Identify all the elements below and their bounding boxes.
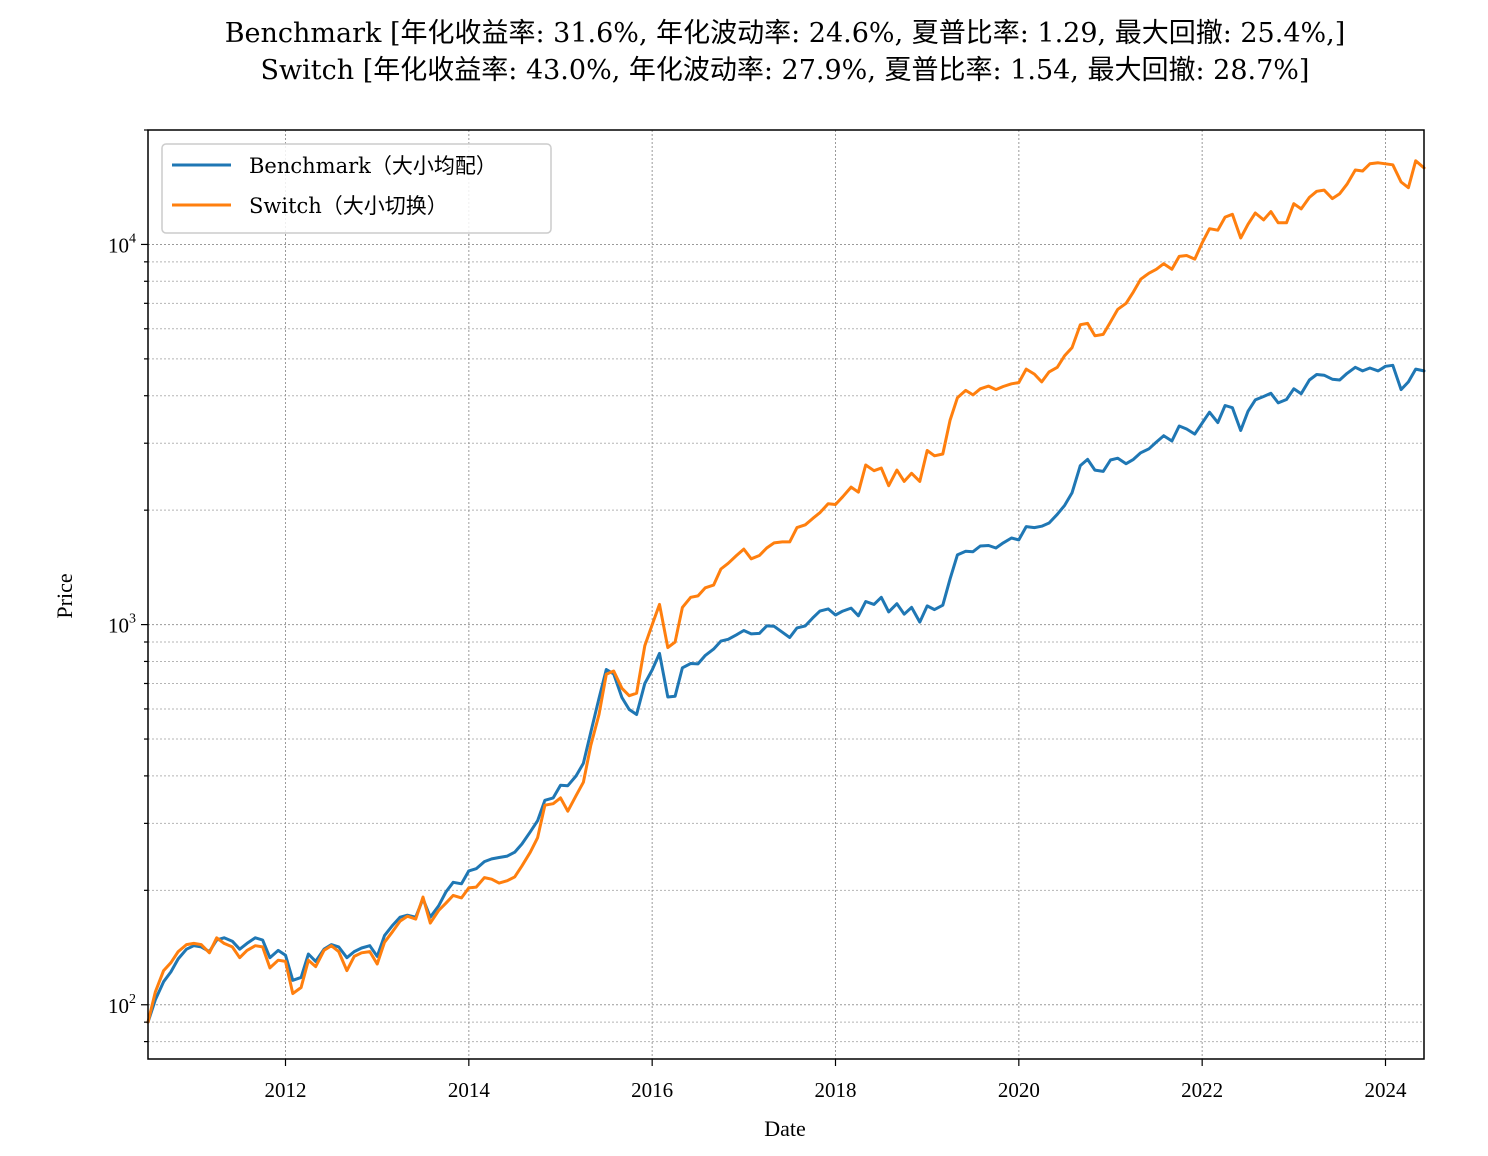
legend: Benchmark（大小均配） Switch（大小切换） xyxy=(161,143,552,234)
legend-label-switch: Switch（大小切换） xyxy=(249,194,448,218)
axis-ticks: 102 103 104 2012 2014 2016 2018 2020 2022 2024 xyxy=(108,129,1408,1102)
chart-title-line-1: Benchmark [年化收益率: 31.6%, 年化波动率: 24.6%, 夏… xyxy=(225,18,1346,49)
series-group xyxy=(146,159,1426,1024)
legend-label-benchmark: Benchmark（大小均配） xyxy=(249,154,497,178)
x-tick-label: 2014 xyxy=(448,1078,491,1102)
x-axis-label: Date xyxy=(764,1116,806,1141)
chart-title-line-2: Switch [年化收益率: 43.0%, 年化波动率: 27.9%, 夏普比率… xyxy=(261,55,1310,86)
x-tick-label: 2024 xyxy=(1365,1078,1408,1102)
x-tick-label: 2022 xyxy=(1181,1078,1223,1102)
y-tick-label: 104 xyxy=(108,231,136,257)
y-axis-label: Price xyxy=(52,573,77,618)
plot-area-frame xyxy=(147,129,1425,1060)
y-tick-label: 102 xyxy=(108,992,136,1018)
legend-frame xyxy=(161,143,552,234)
x-tick-label: 2012 xyxy=(265,1078,307,1102)
series-line-benchmark xyxy=(146,363,1426,1024)
x-tick-label: 2018 xyxy=(815,1078,857,1102)
series-line-switch xyxy=(146,159,1426,1024)
x-tick-label: 2020 xyxy=(998,1078,1040,1102)
x-tick-label: 2016 xyxy=(631,1078,673,1102)
y-tick-label: 103 xyxy=(108,612,136,638)
